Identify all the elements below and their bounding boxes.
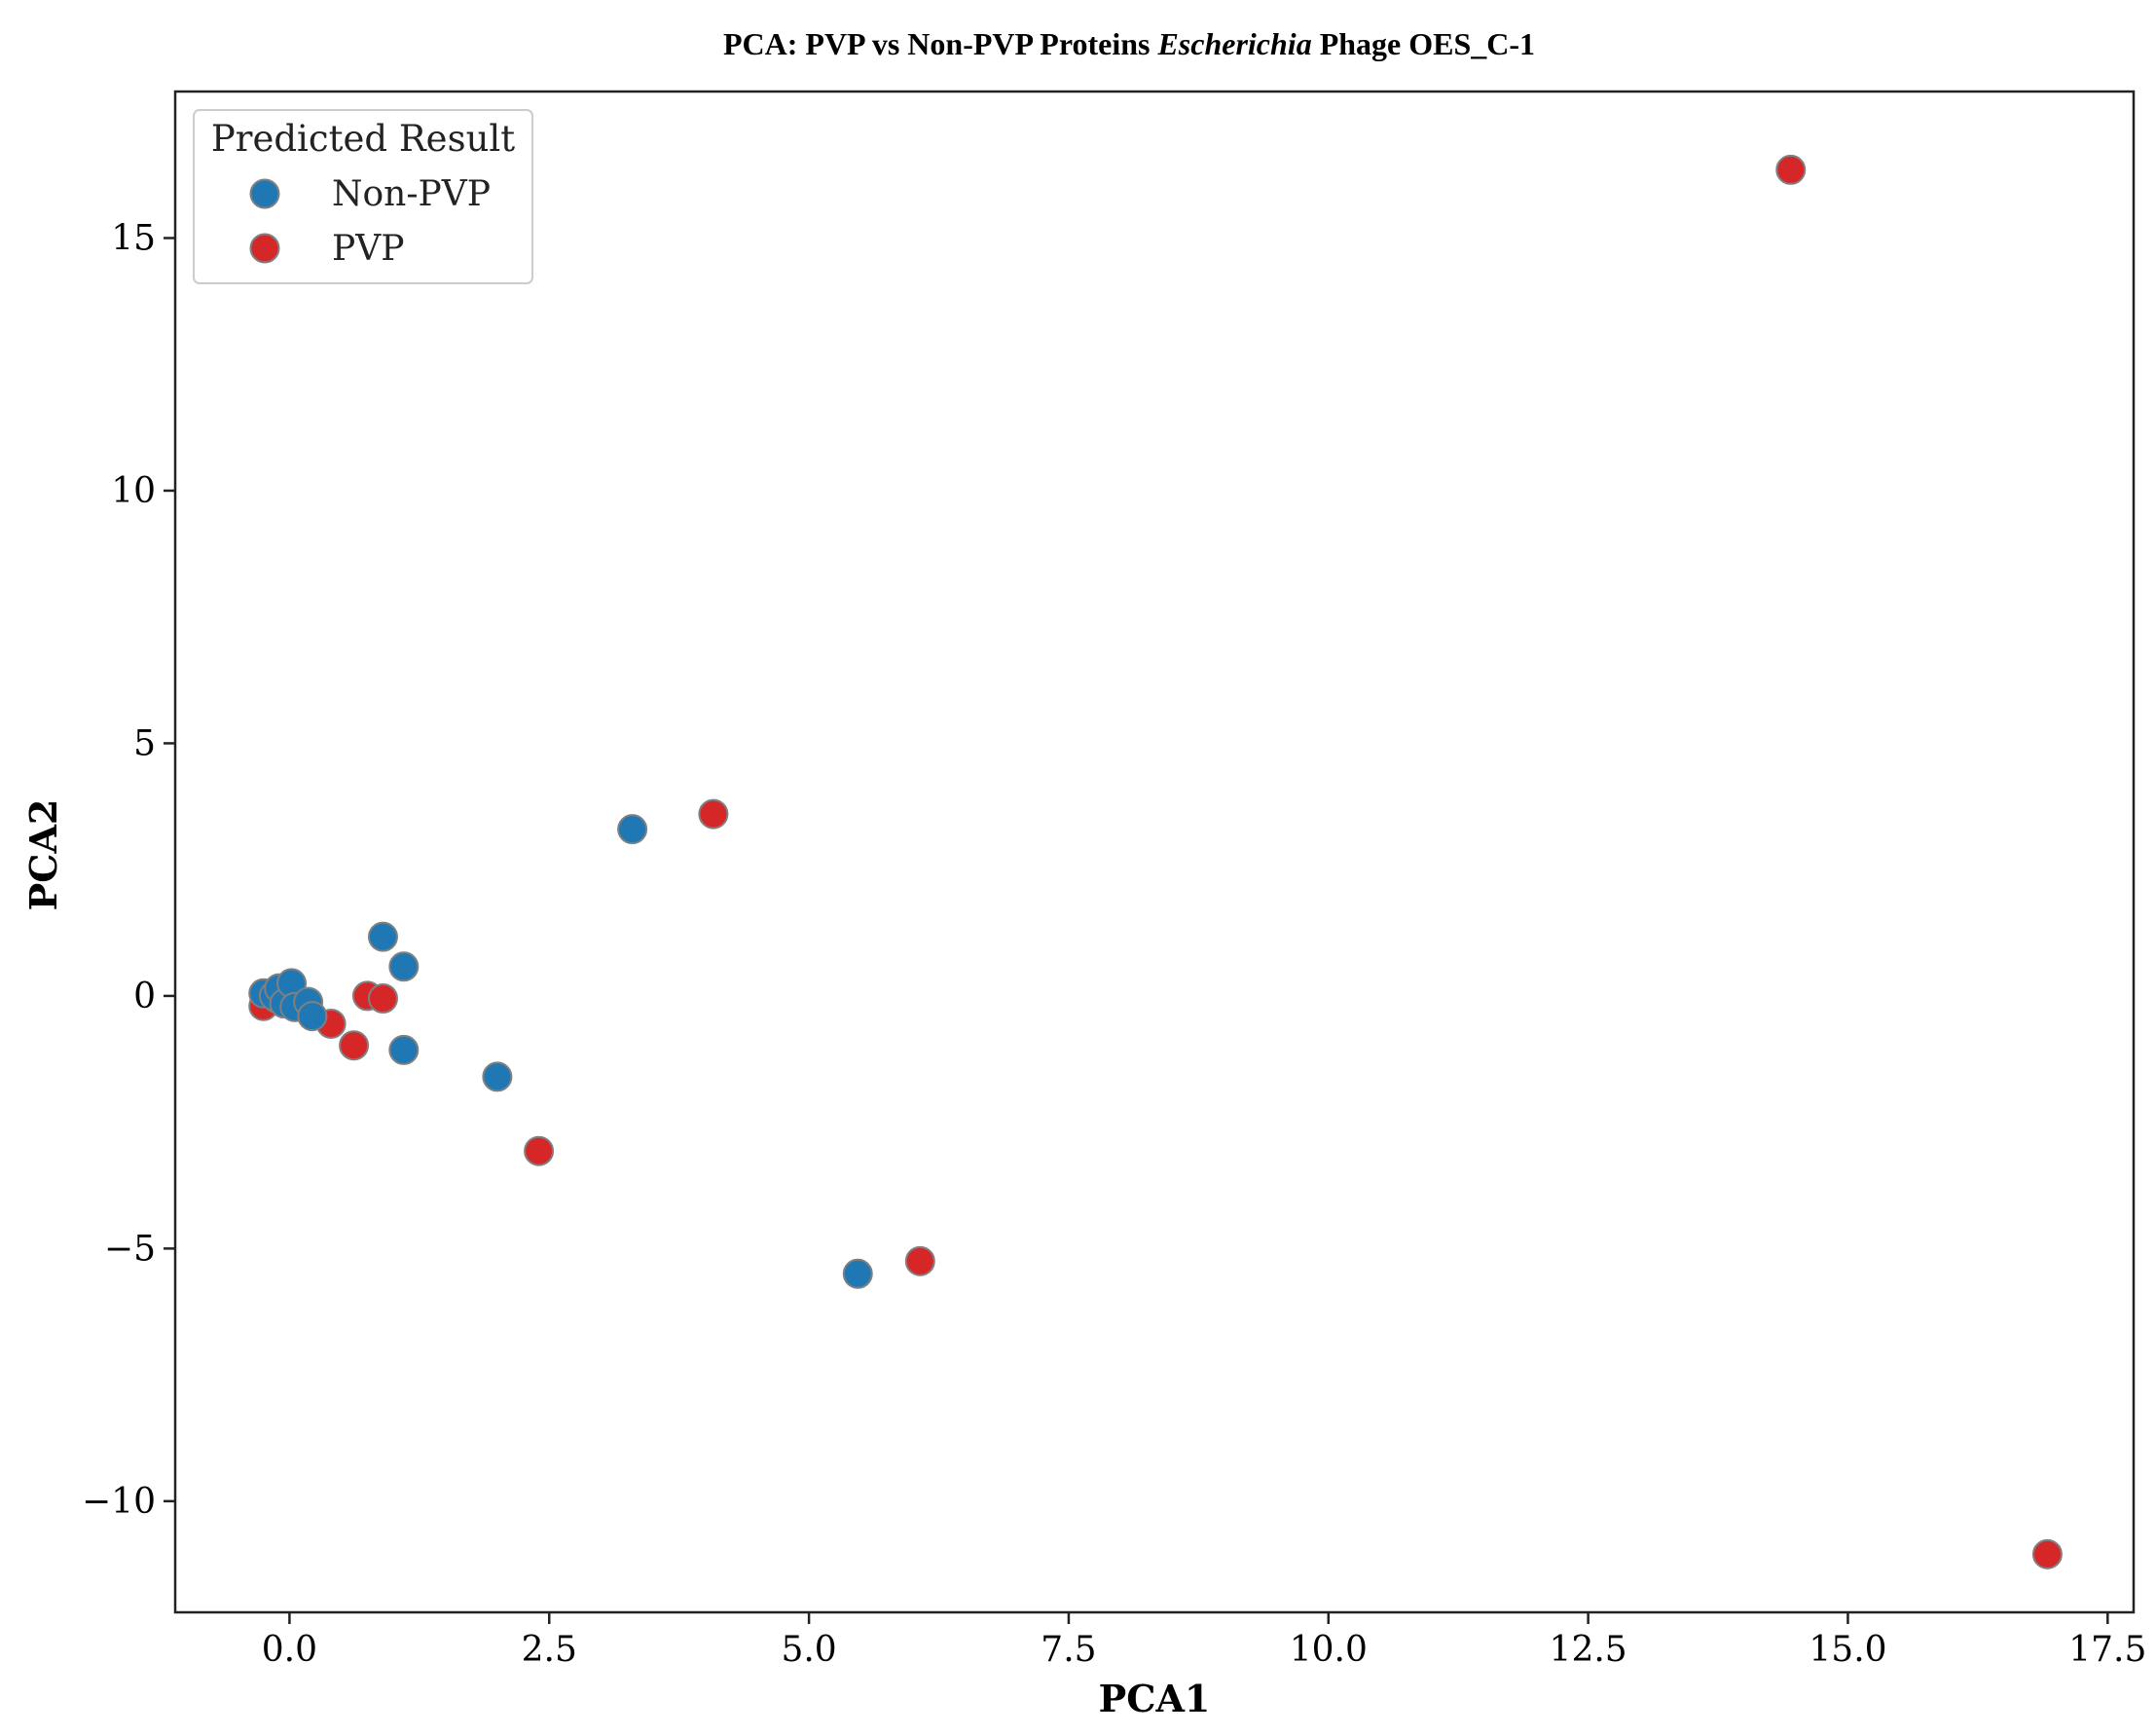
plot-area: [173, 90, 2136, 1614]
x-tick-label: 7.5: [1041, 1630, 1096, 1670]
x-tick-label: 2.5: [522, 1630, 577, 1670]
x-axis-label: PCA1: [1099, 1677, 1211, 1720]
point-pvp: [367, 982, 398, 1014]
legend-marker-pvp: [249, 233, 280, 264]
y-tick-label: 0: [133, 977, 156, 1016]
scatter-points: [248, 154, 2063, 1569]
y-tick-label: −5: [104, 1229, 156, 1269]
point-non-pvp: [297, 1001, 328, 1032]
point-pvp: [339, 1030, 370, 1061]
point-non-pvp: [388, 1034, 420, 1065]
legend-box: [193, 109, 533, 284]
point-pvp: [1775, 154, 1807, 185]
legend-marker-non-pvp: [249, 178, 280, 209]
point-pvp: [904, 1245, 935, 1276]
x-axis-ticks: 0.0 2.5 5.0 7.5 10.0 12.5 15.0 17.5: [262, 1612, 2146, 1670]
x-tick-label: 12.5: [1550, 1630, 1627, 1670]
point-non-pvp: [617, 814, 648, 845]
point-pvp: [698, 798, 729, 830]
x-tick-label: 10.0: [1290, 1630, 1368, 1670]
x-tick-label: 15.0: [1809, 1630, 1886, 1670]
x-tick-label: 17.5: [2068, 1630, 2146, 1670]
y-axis-label: PCA2: [21, 799, 65, 911]
y-tick-label: 5: [133, 723, 156, 763]
y-tick-label: −10: [82, 1482, 156, 1522]
legend-title: Predicted Result: [211, 118, 515, 160]
legend-label-non-pvp: Non-PVP: [332, 174, 491, 214]
legend: Predicted Result Non-PVP PVP: [193, 109, 533, 284]
x-tick-label: 5.0: [781, 1630, 836, 1670]
point-non-pvp: [388, 951, 420, 982]
y-tick-label: 10: [111, 471, 156, 511]
point-pvp: [2031, 1538, 2063, 1569]
chart-title: PCA: PVP vs Non-PVP Proteins Escherichia…: [723, 26, 1535, 61]
point-non-pvp: [367, 921, 398, 952]
x-tick-label: 0.0: [262, 1630, 317, 1670]
y-tick-label: 15: [111, 218, 156, 258]
legend-label-pvp: PVP: [332, 229, 404, 269]
y-axis-ticks: −10 −5 0 5 10 15: [82, 218, 175, 1522]
point-non-pvp: [482, 1061, 513, 1092]
point-pvp: [524, 1135, 555, 1166]
point-non-pvp: [842, 1258, 873, 1289]
